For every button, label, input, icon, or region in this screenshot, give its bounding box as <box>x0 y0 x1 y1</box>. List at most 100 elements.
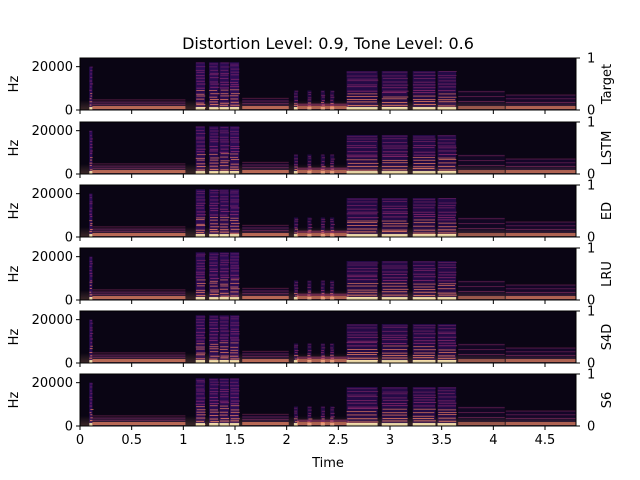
harmonic-band <box>195 138 205 140</box>
harmonic-band <box>382 151 408 153</box>
harmonic-band <box>347 151 378 153</box>
harmonic-band <box>382 77 408 79</box>
harmonic-band <box>347 402 377 404</box>
harmonic-band <box>209 99 219 100</box>
harmonic-band <box>330 343 334 345</box>
harmonic-band <box>92 415 186 417</box>
harmonic-band <box>438 283 457 285</box>
harmonic-band <box>308 97 312 99</box>
harmonic-band <box>321 406 325 408</box>
harmonic-band <box>413 340 436 342</box>
harmonic-band <box>210 72 219 74</box>
harmonic-band <box>90 95 93 97</box>
harmonic-band <box>242 97 289 99</box>
harmonic-band <box>382 285 408 287</box>
harmonic-band <box>347 201 378 203</box>
harmonic-band <box>347 262 379 264</box>
harmonic-band <box>438 274 457 276</box>
harmonic-band <box>413 159 436 161</box>
harmonic-band <box>219 192 229 194</box>
harmonic-band <box>209 324 218 326</box>
harmonic-band <box>308 349 312 351</box>
harmonic-band <box>196 406 205 408</box>
harmonic-band <box>458 223 505 225</box>
harmonic-band <box>321 413 325 415</box>
noise-floor <box>80 100 576 110</box>
harmonic-band <box>230 270 240 272</box>
harmonic-band <box>230 282 240 284</box>
harmonic-band <box>438 328 456 330</box>
harmonic-band <box>413 219 436 221</box>
harmonic-band <box>230 159 240 161</box>
harmonic-band <box>346 75 378 77</box>
harmonic-band <box>209 322 218 324</box>
harmonic-band <box>196 328 206 330</box>
harmonic-band <box>230 331 240 332</box>
harmonic-band <box>505 414 576 416</box>
harmonic-band <box>308 94 312 95</box>
harmonic-band <box>381 198 408 200</box>
harmonic-band <box>242 287 289 289</box>
harmonic-band <box>90 93 93 95</box>
harmonic-band <box>347 264 378 266</box>
energy-region <box>209 252 219 300</box>
harmonic-band <box>308 161 312 163</box>
harmonic-band <box>382 327 408 328</box>
harmonic-band <box>413 214 436 215</box>
harmonic-band <box>210 83 220 85</box>
harmonic-band <box>209 148 219 150</box>
harmonic-band <box>229 381 239 383</box>
panel-frame <box>79 247 577 301</box>
harmonic-band <box>382 208 408 209</box>
harmonic-band <box>89 329 93 331</box>
harmonic-band <box>196 253 206 255</box>
harmonic-band <box>438 396 457 398</box>
harmonic-band <box>413 408 436 410</box>
harmonic-band <box>220 160 230 162</box>
harmonic-band <box>220 402 230 404</box>
harmonic-band <box>321 91 325 93</box>
harmonic-band <box>219 390 229 392</box>
harmonic-band <box>220 283 229 285</box>
harmonic-band <box>195 157 205 159</box>
y-tick-label: 0 <box>65 168 73 183</box>
harmonic-band <box>209 391 219 393</box>
harmonic-band <box>230 93 240 95</box>
harmonic-band <box>89 86 92 88</box>
harmonic-band <box>413 387 436 389</box>
harmonic-band <box>196 388 205 390</box>
energy-region <box>229 315 240 363</box>
harmonic-band <box>220 141 230 143</box>
harmonic-band <box>437 331 456 333</box>
right-y-tick-label: 0 <box>587 294 595 309</box>
harmonic-band <box>209 415 219 417</box>
harmonic-band <box>437 217 455 219</box>
harmonic-band <box>295 90 299 92</box>
harmonic-band <box>209 379 218 381</box>
harmonic-band <box>219 316 229 318</box>
harmonic-band <box>230 328 239 330</box>
harmonic-band <box>438 336 457 338</box>
energy-region <box>195 126 206 174</box>
harmonic-band <box>195 403 205 405</box>
harmonic-band <box>347 336 379 338</box>
harmonic-band <box>210 331 219 332</box>
harmonic-band <box>89 284 92 286</box>
harmonic-band <box>505 347 576 349</box>
harmonic-band <box>413 154 436 156</box>
harmonic-band <box>89 162 93 164</box>
right-y-tick-label: 0 <box>587 104 595 119</box>
harmonic-band <box>321 280 325 282</box>
energy-region <box>229 252 240 300</box>
harmonic-band <box>438 412 457 414</box>
harmonic-band <box>90 322 94 324</box>
harmonic-band <box>209 339 218 341</box>
harmonic-band <box>210 316 218 318</box>
harmonic-band <box>196 90 205 91</box>
harmonic-band <box>210 384 220 386</box>
harmonic-band <box>321 350 325 351</box>
energy-region <box>229 62 240 110</box>
harmonic-band <box>438 77 456 79</box>
x-tick-label: 1.5 <box>225 433 246 448</box>
harmonic-band <box>382 201 407 202</box>
